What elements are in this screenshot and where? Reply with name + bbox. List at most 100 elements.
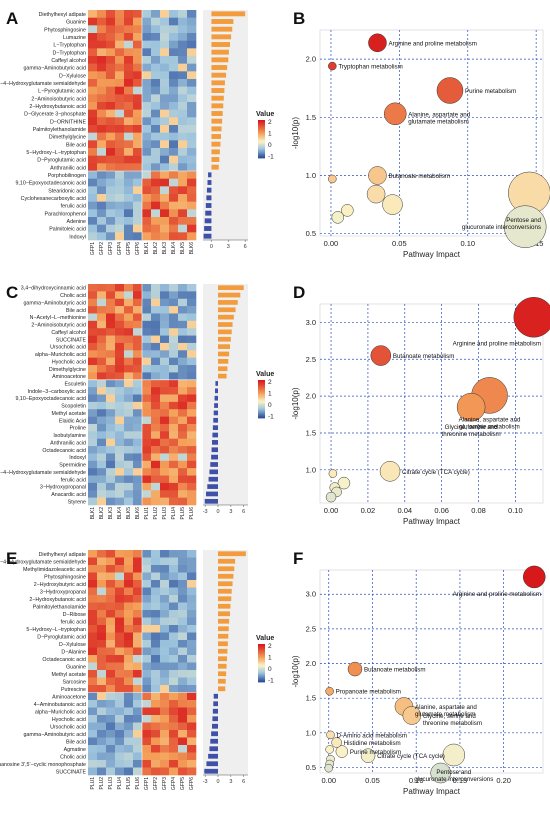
pathway-label: Arginine and proline metabolism [453, 340, 541, 347]
heatmap-cell [169, 109, 179, 118]
heatmap-cell [106, 313, 116, 322]
foldchange-bar [205, 210, 212, 216]
heatmap-cell [97, 617, 107, 626]
heatmap-cell [169, 550, 179, 558]
pathway-bubble [331, 737, 342, 748]
heatmap-cell [115, 17, 125, 26]
heatmap-cell [169, 365, 179, 373]
heatmap-cell [97, 572, 107, 581]
metabolite-label: 9,10−Epoxyoctadecanoic acid [15, 396, 86, 402]
heatmap-cell [169, 490, 179, 498]
heatmap-cell [169, 580, 179, 588]
foldchange-bar [218, 588, 232, 594]
y-axis-title: -log10(p) [291, 387, 300, 419]
heatmap-cell [160, 350, 170, 358]
heatmap-cell [151, 79, 161, 87]
heatmap-cell [187, 438, 197, 447]
heatmap-cell [106, 745, 116, 753]
heatmap-cell [169, 163, 179, 172]
sample-label: BLK5 [180, 242, 186, 254]
metabolite-label: Anthranilic acid [50, 440, 86, 446]
foldchange-bar [209, 746, 218, 752]
pathway-bubble [337, 476, 351, 490]
heatmap-cell [88, 320, 98, 329]
heatmap-cell [133, 140, 143, 149]
heatmap-cell [97, 224, 107, 233]
heatmap-cell [124, 298, 134, 307]
heatmap-cell [142, 475, 152, 484]
foldchange-bar [218, 603, 231, 609]
heatmap-cell [133, 56, 143, 64]
heatmap-cell [88, 737, 98, 746]
heatmap-cell [178, 25, 188, 34]
heatmap-cell [115, 580, 125, 588]
metabolite-label: Scopoletin [61, 404, 86, 410]
metabolite-label: SUCCINATE [56, 769, 87, 775]
heatmap-cell [142, 482, 152, 491]
foldchange-bar [214, 403, 218, 408]
pathway-bubble [326, 730, 335, 740]
heatmap-cell [169, 298, 179, 307]
sample-label: PLU2 [153, 507, 159, 520]
heatmap-cell [151, 313, 161, 322]
heatmap-cell [151, 163, 161, 172]
heatmap-cell [160, 148, 170, 156]
heatmap-cell [178, 572, 188, 581]
heatmap-cell [142, 431, 152, 439]
heatmap-cell [115, 56, 125, 64]
foldchange-bar [214, 395, 218, 401]
heatmap-cell [97, 700, 107, 708]
heatmap-cell [88, 56, 98, 64]
pathway-label: Pentose and glucuronate interconversions [462, 217, 542, 231]
heatmap-cell [88, 350, 98, 358]
heatmap-cell [178, 372, 188, 381]
heatmap-cell [160, 670, 170, 678]
heatmap-cell [178, 117, 188, 126]
heatmap-cell [115, 468, 125, 476]
heatmap-cell [169, 79, 179, 87]
heatmap-cell [106, 730, 116, 738]
foldchange-bar [211, 26, 233, 32]
x-tick-label: 0.04 [397, 506, 412, 515]
heatmap-cell [187, 655, 197, 663]
sample-label: GFP5 [126, 242, 132, 255]
foldchange-bar [207, 484, 218, 489]
heatmap-cell [187, 715, 197, 723]
heatmap-cell [151, 602, 161, 611]
heatmap-cell [187, 602, 197, 611]
heatmap-cell [124, 423, 134, 432]
heatmap: Diethylhexyl adipate GuaninePhytosphingos… [0, 10, 197, 255]
heatmap-cell [169, 602, 179, 611]
heatmap-cell [142, 372, 152, 381]
heatmap-cell [133, 224, 143, 233]
heatmap-cell [133, 752, 143, 761]
heatmap-cell [160, 71, 170, 80]
heatmap-cell [142, 33, 152, 41]
pathway-bubble [523, 565, 546, 589]
heatmap-cell [106, 602, 116, 611]
heatmap-cell [115, 357, 125, 366]
heatmap-cell [88, 71, 98, 80]
heatmap-cell [160, 580, 170, 588]
heatmap-cell [88, 33, 98, 41]
heatmap-cell [88, 647, 98, 656]
metabolite-label: Cholic acid [60, 754, 86, 760]
pathway-bubble [383, 102, 407, 126]
heatmap-cell [115, 453, 125, 462]
heatmap-cell [97, 580, 107, 588]
pathway-label: Glycine, serine and threonine metabolism [442, 424, 501, 438]
heatmap-cell [124, 655, 134, 663]
heatmap-cell [151, 423, 161, 432]
metabolite-label: ferulic acid [61, 204, 86, 210]
heatmap-cell [151, 224, 161, 233]
heatmap-cell [160, 647, 170, 656]
heatmap-cell [187, 700, 197, 708]
heatmap-cell [151, 692, 161, 701]
heatmap-cell [178, 640, 188, 648]
heatmap-cell [97, 767, 107, 776]
heatmap-cell [151, 201, 161, 210]
heatmap-cell [151, 387, 161, 395]
heatmap-cell [133, 550, 143, 558]
heatmap-cell [133, 155, 143, 164]
heatmap-cell [178, 565, 188, 573]
